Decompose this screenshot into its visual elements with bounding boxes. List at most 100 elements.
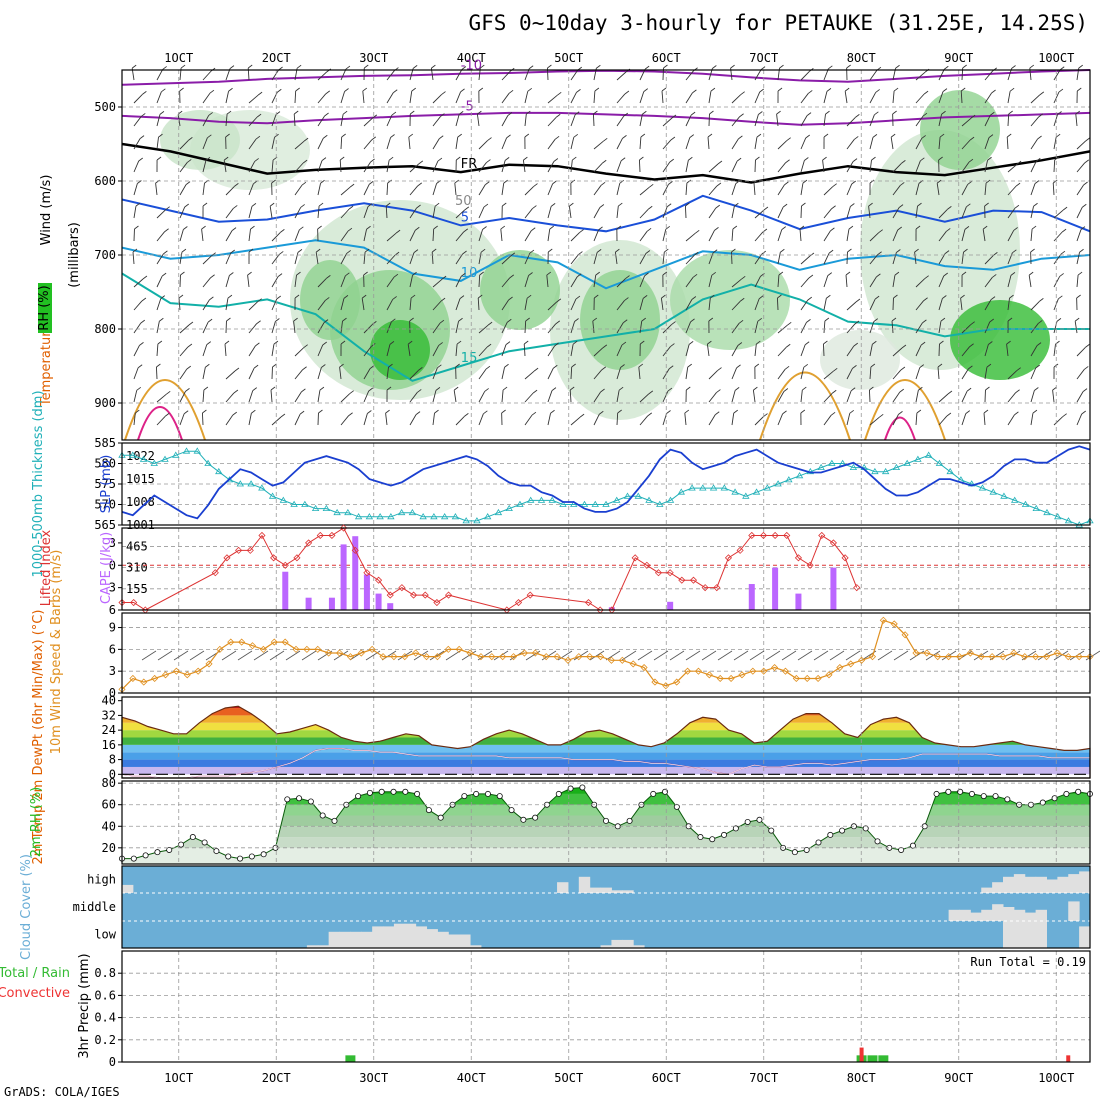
- wind-barb: [386, 321, 392, 334]
- wind-barb: [547, 183, 553, 196]
- thickness-line-point: [978, 484, 987, 491]
- wind-barb-flag: [663, 64, 668, 69]
- cloud-bar: [393, 923, 406, 948]
- wind-barb-flag: [435, 387, 441, 391]
- lifted-point: [841, 554, 849, 562]
- rh-line-point: [461, 793, 468, 800]
- rh-line-point: [201, 839, 208, 846]
- wind-barb-flag: [900, 366, 906, 371]
- wind-barb-flag: [440, 113, 445, 117]
- wind-barb: [984, 92, 992, 104]
- cloud-bar: [1046, 879, 1058, 893]
- wind-barb-flag: [183, 410, 189, 415]
- rh-line-point: [496, 793, 503, 800]
- cloud-bar: [122, 884, 134, 893]
- wind-barb-flag: [845, 271, 851, 276]
- wind-barb-flag: [1034, 387, 1039, 391]
- surface-wind-barb: [749, 650, 765, 661]
- wind-barb-flag: [324, 297, 330, 301]
- wind-barb-flag: [990, 296, 996, 300]
- wind-barb-flag: [295, 87, 300, 92]
- wind-barb: [707, 137, 710, 150]
- wind-barb: [225, 392, 235, 403]
- slp-tick-label: 1008: [126, 495, 155, 509]
- wind-barb: [524, 392, 534, 403]
- wind-barb: [1030, 390, 1035, 403]
- cape-bar: [795, 593, 802, 610]
- wind-barb: [823, 298, 827, 311]
- lifted-point: [736, 546, 744, 554]
- wind-barb: [708, 392, 717, 403]
- temp-band: [122, 737, 1090, 745]
- wind-barb-flag: [390, 134, 395, 138]
- wind-barb: [639, 136, 642, 150]
- wind-barb-flag: [416, 389, 422, 393]
- wind-barb: [179, 206, 186, 219]
- wind-barb-flag: [1009, 294, 1014, 299]
- lifted-line: [122, 527, 858, 611]
- wind-barb-flag: [946, 412, 952, 417]
- wind-barb: [1007, 370, 1017, 380]
- wind-barb: [754, 298, 760, 311]
- wind-barb-flag: [408, 133, 414, 138]
- rh-line-point: [520, 816, 527, 823]
- lifted-point: [643, 561, 651, 569]
- surface-wind-barb: [813, 650, 829, 661]
- wind-barb: [547, 368, 554, 380]
- wind-barb-flag: [321, 157, 327, 162]
- surface-wind-barb: [221, 650, 237, 661]
- wind-barb-flag: [970, 321, 975, 326]
- precip-tick-label: 0.4: [94, 1011, 116, 1025]
- wind-barb-flag: [803, 363, 809, 368]
- thickness-line-point: [935, 459, 944, 466]
- wind-barb: [248, 94, 259, 104]
- wind-barb-flag: [227, 294, 233, 299]
- rh-axis-label: 2m RH (%): [29, 787, 44, 858]
- bottom-date-tick: 6OCT: [652, 1071, 681, 1085]
- wind-barb: [363, 390, 370, 403]
- wind-barb: [592, 321, 595, 334]
- precip-tick-label: 0.6: [94, 988, 116, 1002]
- rh-line-point: [709, 836, 716, 843]
- isotherm-label: FR: [461, 157, 478, 172]
- isotherm-line: [121, 111, 1091, 126]
- rh-line-point: [697, 834, 704, 841]
- thickness-line-point: [419, 513, 427, 520]
- wind-barb-flag: [1028, 271, 1034, 276]
- thickness-line-point: [462, 517, 470, 524]
- wind-barb-flag: [142, 91, 147, 95]
- wind-barb: [202, 115, 210, 127]
- wind-barb-flag: [349, 183, 355, 188]
- wind-barb-flag: [991, 89, 996, 94]
- wind-barb: [202, 367, 206, 380]
- wind-barb-flag: [507, 112, 513, 116]
- wind-barb-flag: [916, 409, 922, 414]
- wind-barb: [731, 390, 736, 403]
- wind-barb: [799, 229, 802, 242]
- wind-barb: [385, 205, 388, 219]
- wind-barb-flag: [600, 181, 606, 186]
- wind-barb: [455, 231, 465, 242]
- wind-barb-flag: [753, 386, 758, 391]
- wind-barb: [1007, 392, 1016, 403]
- wind-label: Wind (m/s): [39, 175, 54, 246]
- wind-barb: [547, 390, 553, 403]
- wind-barb-flag: [569, 202, 574, 207]
- wind-barb-flag: [503, 179, 508, 184]
- wind-barb-flag: [1082, 203, 1087, 208]
- wind-barb: [1053, 344, 1056, 357]
- wind-barb: [317, 278, 327, 288]
- cloud-bar: [622, 890, 634, 893]
- wind-barb: [270, 390, 273, 403]
- thickness-line-point: [215, 467, 223, 475]
- wind-barb: [1006, 344, 1009, 357]
- wind-barb: [938, 275, 945, 288]
- wind-barb-flag: [319, 386, 325, 391]
- wind-barb: [409, 298, 412, 311]
- cloud-bar: [1013, 909, 1026, 921]
- wind-barb: [960, 90, 963, 104]
- rh-shading: [370, 320, 430, 380]
- wind-barb-flag: [943, 272, 949, 277]
- wind-barb: [294, 347, 304, 357]
